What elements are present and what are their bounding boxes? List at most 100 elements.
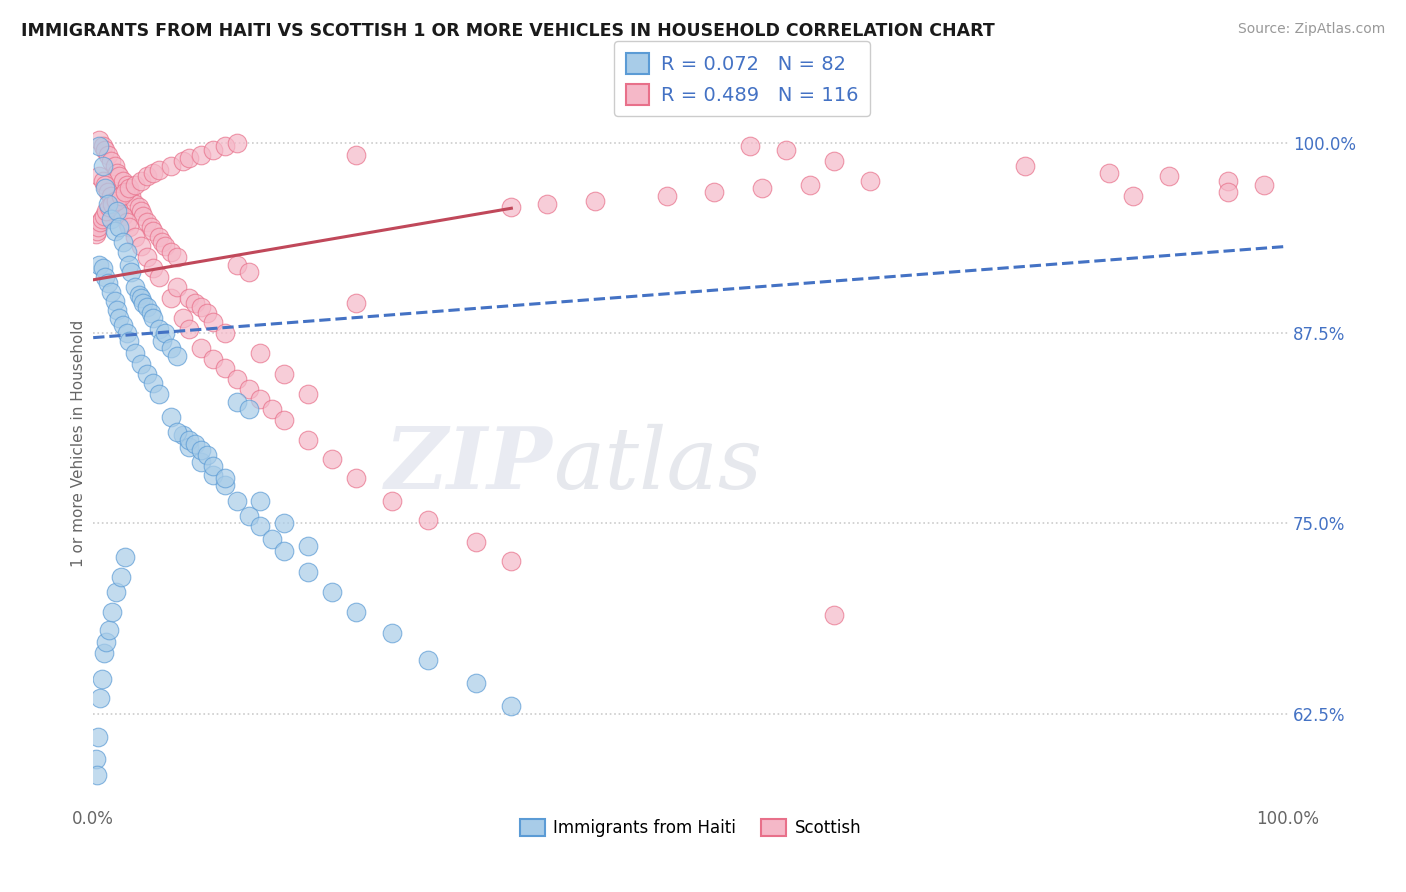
Point bbox=[89, 138, 111, 153]
Point bbox=[124, 196, 146, 211]
Text: Source: ZipAtlas.com: Source: ZipAtlas.com bbox=[1237, 22, 1385, 37]
Point bbox=[89, 258, 111, 272]
Point bbox=[128, 200, 150, 214]
Point bbox=[297, 433, 319, 447]
Point bbox=[100, 285, 122, 299]
Point bbox=[115, 178, 138, 193]
Point bbox=[142, 224, 165, 238]
Point bbox=[152, 334, 174, 348]
Point bbox=[105, 204, 128, 219]
Point bbox=[115, 245, 138, 260]
Point bbox=[160, 341, 183, 355]
Point bbox=[84, 227, 107, 241]
Point bbox=[94, 178, 117, 193]
Point bbox=[115, 326, 138, 340]
Point bbox=[96, 148, 118, 162]
Point bbox=[118, 181, 141, 195]
Point bbox=[108, 310, 131, 325]
Point bbox=[142, 166, 165, 180]
Point bbox=[344, 605, 367, 619]
Point bbox=[172, 154, 194, 169]
Point bbox=[132, 209, 155, 223]
Point bbox=[823, 154, 845, 169]
Point bbox=[86, 224, 108, 238]
Point bbox=[184, 295, 207, 310]
Point bbox=[136, 250, 159, 264]
Point bbox=[1122, 189, 1144, 203]
Point bbox=[190, 341, 212, 355]
Point bbox=[190, 443, 212, 458]
Point bbox=[100, 154, 122, 169]
Point bbox=[96, 185, 118, 199]
Point bbox=[225, 258, 247, 272]
Point bbox=[172, 428, 194, 442]
Point bbox=[225, 372, 247, 386]
Point bbox=[153, 326, 176, 340]
Point bbox=[86, 767, 108, 781]
Point bbox=[583, 194, 606, 208]
Point bbox=[118, 219, 141, 234]
Point bbox=[225, 394, 247, 409]
Point bbox=[104, 194, 127, 208]
Point bbox=[1253, 178, 1275, 193]
Point bbox=[799, 178, 821, 193]
Point bbox=[201, 315, 224, 329]
Point bbox=[94, 144, 117, 158]
Point bbox=[464, 534, 486, 549]
Point bbox=[97, 623, 120, 637]
Point bbox=[129, 291, 152, 305]
Point bbox=[201, 144, 224, 158]
Point bbox=[536, 196, 558, 211]
Point bbox=[124, 230, 146, 244]
Point bbox=[112, 209, 135, 223]
Point bbox=[120, 265, 142, 279]
Point bbox=[108, 219, 131, 234]
Point bbox=[190, 300, 212, 314]
Point bbox=[166, 349, 188, 363]
Point bbox=[501, 554, 523, 568]
Point bbox=[249, 519, 271, 533]
Point bbox=[740, 138, 762, 153]
Point bbox=[104, 294, 127, 309]
Point bbox=[89, 169, 111, 184]
Point bbox=[118, 185, 141, 199]
Point bbox=[381, 493, 404, 508]
Point bbox=[190, 455, 212, 469]
Point bbox=[344, 471, 367, 485]
Point bbox=[129, 204, 152, 219]
Point bbox=[132, 295, 155, 310]
Point bbox=[201, 351, 224, 366]
Point bbox=[297, 539, 319, 553]
Text: ZIP: ZIP bbox=[385, 424, 553, 507]
Point bbox=[214, 138, 236, 153]
Point bbox=[112, 318, 135, 333]
Point bbox=[160, 291, 183, 305]
Point bbox=[273, 516, 295, 531]
Point bbox=[104, 159, 127, 173]
Point bbox=[115, 215, 138, 229]
Point bbox=[87, 219, 110, 234]
Point bbox=[225, 493, 247, 508]
Point bbox=[101, 605, 124, 619]
Legend: Immigrants from Haiti, Scottish: Immigrants from Haiti, Scottish bbox=[513, 813, 868, 844]
Point bbox=[501, 200, 523, 214]
Point bbox=[148, 163, 170, 178]
Point bbox=[104, 585, 127, 599]
Point bbox=[129, 174, 152, 188]
Point bbox=[142, 376, 165, 391]
Point bbox=[96, 204, 118, 219]
Point bbox=[124, 280, 146, 294]
Point bbox=[100, 189, 122, 203]
Point bbox=[91, 174, 114, 188]
Point bbox=[104, 194, 127, 208]
Point bbox=[104, 224, 127, 238]
Point bbox=[166, 250, 188, 264]
Point bbox=[273, 413, 295, 427]
Point bbox=[238, 508, 260, 523]
Point bbox=[381, 626, 404, 640]
Point bbox=[124, 346, 146, 360]
Point bbox=[142, 260, 165, 275]
Point bbox=[249, 493, 271, 508]
Point bbox=[108, 169, 131, 184]
Point bbox=[136, 367, 159, 381]
